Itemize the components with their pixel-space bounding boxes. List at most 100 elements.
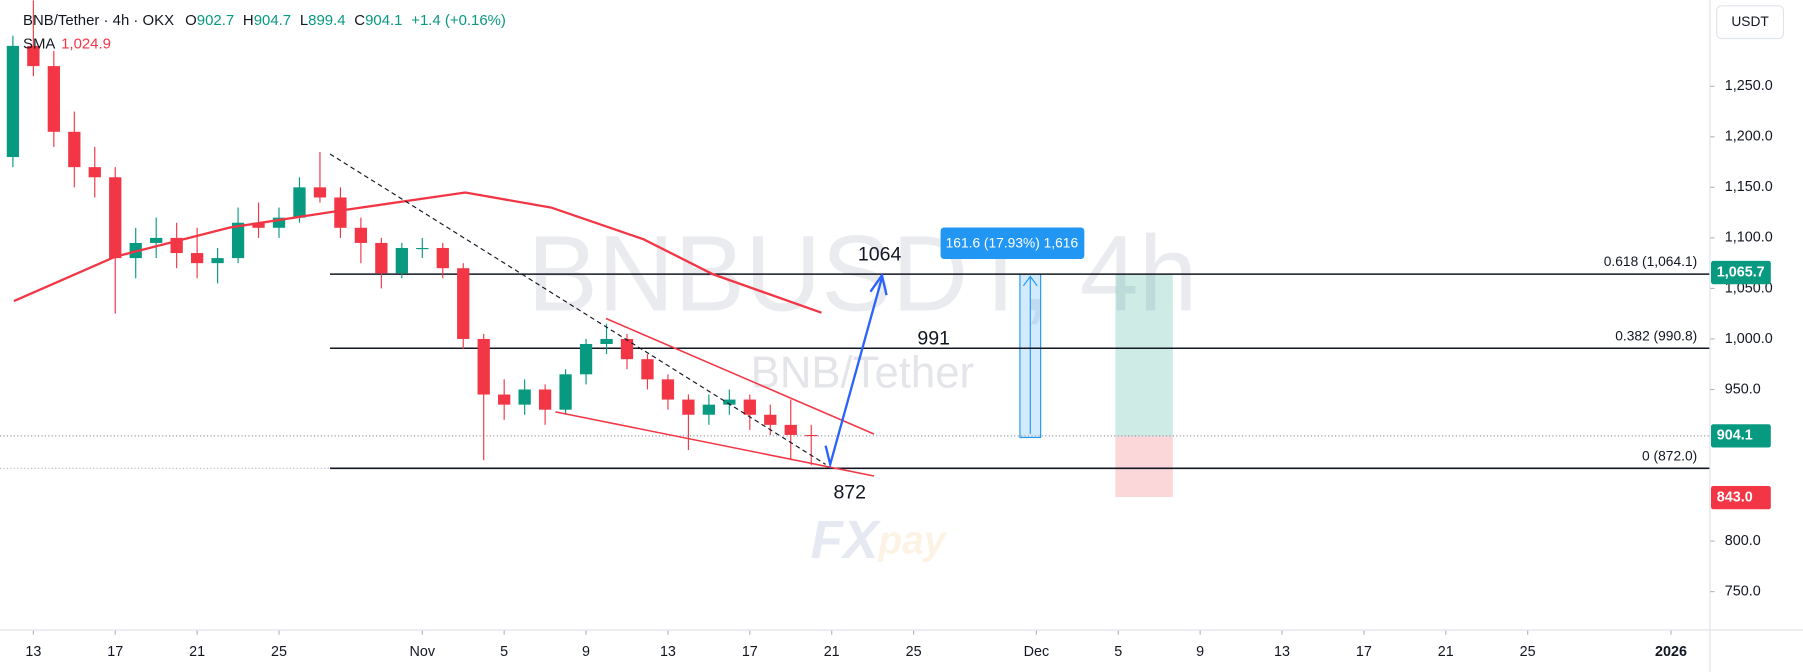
watermark-sub: BNB/Tether (751, 348, 974, 397)
candle-body (723, 399, 736, 405)
price-tag (1711, 424, 1771, 448)
x-tick-label: 21 (824, 644, 840, 660)
candle-body (395, 247, 408, 274)
ohlc-value: 902.7 (197, 12, 234, 29)
candle-body (375, 242, 388, 274)
candle-body (641, 359, 654, 380)
wedge-lower (555, 411, 875, 477)
fib-label: 0 (872.0) (1642, 447, 1697, 463)
y-tick-label: 1,250.0 (1725, 78, 1773, 94)
x-tick-label: 5 (1114, 644, 1122, 660)
price-tag (1711, 260, 1771, 285)
candle-body (559, 374, 572, 410)
y-tick-label: 1,000.0 (1725, 331, 1773, 347)
candle-body (661, 379, 675, 400)
sma-legend: SMA 1,024.9 (23, 35, 111, 52)
x-tick-label: 13 (1274, 644, 1290, 660)
candle-body (538, 389, 552, 410)
x-tick-label: 17 (107, 644, 123, 660)
candle-body (600, 338, 613, 345)
ohlc-label: L (300, 12, 308, 29)
price-tag (1711, 485, 1771, 510)
x-tick-label: 9 (582, 644, 590, 660)
projection-arrow (824, 277, 884, 469)
currency[interactable]: USDT (1731, 13, 1769, 29)
candle-body (354, 227, 368, 243)
currency-button[interactable] (1716, 5, 1785, 40)
plot: 750.0800.0950.01,000.01,050.01,100.01,15… (0, 0, 1773, 660)
fib-label: 0.618 (1,064.1) (1604, 253, 1697, 269)
x-tick-label: 25 (906, 644, 922, 660)
x-tick-label: 21 (189, 644, 205, 660)
projection-arrowhead (869, 272, 888, 296)
candle-body (27, 45, 40, 67)
ohlc-label: O (185, 12, 197, 29)
candle-body (334, 197, 347, 228)
x-tick-label: 17 (742, 644, 758, 660)
price-tag-label: 1,065.7 (1717, 264, 1765, 280)
annotation: 872 (833, 482, 866, 504)
annotation: 991 (917, 328, 950, 350)
x-tick-label: 25 (1520, 644, 1536, 660)
long-profit-zone (1115, 274, 1173, 437)
candle-body (150, 237, 163, 243)
logo: FXpay (811, 511, 948, 570)
sma-name: SMA (23, 35, 55, 52)
candle-body (436, 247, 449, 269)
x-tick-label: Dec (1024, 644, 1050, 660)
watermark-group: BNBUSDT, 4h BNB/Tether FXpay (527, 214, 1197, 570)
measure-label-box (940, 227, 1085, 259)
legend-header: BNB/Tether · 4h · OKX O902.7 H904.7 L899… (23, 12, 506, 29)
candle-body (764, 414, 777, 425)
y-tick-label: 1,100.0 (1725, 230, 1773, 246)
x-tick-label: 17 (1356, 644, 1372, 660)
wedge-upper (605, 317, 875, 435)
candle-body (47, 66, 60, 132)
logo-part: pay (877, 519, 947, 563)
y-tick-label: 1,200.0 (1725, 129, 1773, 145)
candle-body (477, 338, 490, 395)
x-tick-label: 2026 (1655, 644, 1687, 660)
ohlc-value: 899.4 (308, 12, 345, 29)
price-tag-label: 843.0 (1717, 489, 1753, 505)
candle-body (702, 404, 716, 415)
fib-label: 0.382 (990.8) (1615, 327, 1697, 343)
candle-body (416, 247, 429, 250)
sma-line (13, 191, 822, 314)
candle-body (743, 399, 756, 415)
logo-part: FX (811, 511, 882, 570)
candle-body (313, 187, 327, 198)
trend-line (329, 153, 826, 465)
candle-body (457, 268, 470, 339)
measure-arrowhead (1022, 275, 1038, 287)
x-tick-label: 21 (1438, 644, 1454, 660)
candle-body (6, 45, 20, 158)
sma-value: 1,024.9 (61, 35, 111, 52)
candle-body (620, 338, 634, 360)
y-tick-label: 1,150.0 (1725, 179, 1773, 195)
candle-body (190, 253, 204, 264)
y-tick-label: 750.0 (1725, 583, 1761, 599)
y-tick-label: 950.0 (1725, 381, 1761, 397)
candle-body (68, 131, 81, 168)
measure-label: 161.6 (17.93%) 1,616 (946, 234, 1079, 250)
x-tick-label: 9 (1196, 644, 1204, 660)
candle-body (211, 258, 224, 264)
candle-body (293, 187, 306, 218)
y-tick-label: 800.0 (1725, 533, 1761, 549)
ohlc-label: H (243, 12, 254, 29)
x-tick-label: 13 (25, 644, 41, 660)
ohlc-value: 904.1 (365, 12, 402, 29)
candle-body (272, 217, 286, 228)
candle-body (88, 167, 101, 178)
symbol: BNB/Tether · 4h · OKX (23, 12, 174, 29)
candle-body (784, 424, 797, 435)
candle-body (231, 222, 245, 259)
ohlc-label: C (354, 12, 365, 29)
annotation: 1064 (858, 244, 902, 266)
change: +1.4 (+0.16%) (411, 12, 506, 29)
candle-body (682, 399, 695, 415)
candle-body (579, 344, 593, 375)
